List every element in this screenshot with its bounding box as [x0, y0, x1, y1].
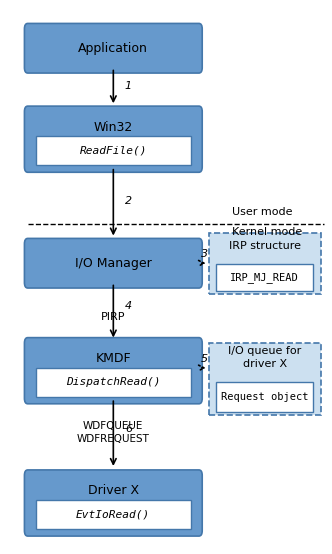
Polygon shape — [209, 343, 321, 415]
FancyBboxPatch shape — [25, 106, 202, 172]
FancyBboxPatch shape — [25, 23, 202, 73]
Text: 3: 3 — [201, 249, 208, 259]
Text: 1: 1 — [125, 81, 132, 91]
FancyBboxPatch shape — [36, 136, 191, 165]
Text: 2: 2 — [125, 197, 132, 207]
Text: 6: 6 — [125, 424, 132, 434]
Text: WDFQUEUE
WDFREQUEST: WDFQUEUE WDFREQUEST — [77, 421, 150, 444]
Polygon shape — [209, 233, 321, 294]
Text: Application: Application — [78, 42, 148, 55]
Text: IRP_MJ_READ: IRP_MJ_READ — [230, 272, 299, 283]
Text: 4: 4 — [125, 301, 132, 311]
Text: I/O queue for
driver X: I/O queue for driver X — [228, 346, 301, 368]
Text: I/O Manager: I/O Manager — [75, 257, 152, 270]
FancyBboxPatch shape — [25, 238, 202, 288]
FancyBboxPatch shape — [216, 382, 313, 412]
FancyBboxPatch shape — [36, 500, 191, 529]
Text: Kernel mode: Kernel mode — [232, 227, 302, 237]
Text: IRP structure: IRP structure — [229, 241, 301, 252]
FancyBboxPatch shape — [36, 368, 191, 397]
Text: Request object: Request object — [221, 392, 308, 402]
Text: Driver X: Driver X — [88, 484, 139, 497]
Text: KMDF: KMDF — [96, 352, 131, 365]
FancyBboxPatch shape — [216, 264, 313, 291]
Text: ReadFile(): ReadFile() — [80, 146, 147, 156]
Text: 5: 5 — [201, 353, 208, 363]
Text: EvtIoRead(): EvtIoRead() — [76, 510, 150, 520]
Text: Win32: Win32 — [94, 121, 133, 134]
Text: DispatchRead(): DispatchRead() — [66, 377, 161, 387]
Text: PIRP: PIRP — [101, 312, 125, 322]
FancyBboxPatch shape — [25, 337, 202, 404]
FancyBboxPatch shape — [25, 470, 202, 536]
Text: User mode: User mode — [232, 207, 292, 217]
